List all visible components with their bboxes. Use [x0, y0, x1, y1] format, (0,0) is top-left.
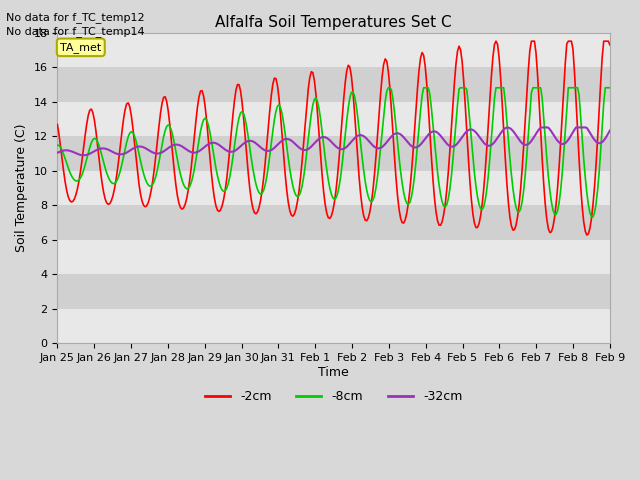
- -8cm: [237, 110, 244, 116]
- -32cm: [579, 124, 586, 130]
- -32cm: [248, 138, 255, 144]
- -2cm: [577, 183, 584, 189]
- Line: -32cm: -32cm: [58, 127, 610, 155]
- Title: Alfalfa Soil Temperatures Set C: Alfalfa Soil Temperatures Set C: [215, 15, 452, 30]
- Bar: [58, 33, 610, 67]
- -8cm: [577, 114, 584, 120]
- -32cm: [538, 124, 546, 130]
- -8cm: [54, 142, 61, 148]
- -2cm: [295, 188, 303, 194]
- X-axis label: Time: Time: [318, 366, 349, 379]
- -2cm: [121, 107, 129, 112]
- -8cm: [246, 145, 253, 151]
- -32cm: [297, 146, 305, 152]
- -32cm: [220, 145, 227, 151]
- -8cm: [589, 214, 596, 220]
- -2cm: [218, 203, 226, 209]
- -32cm: [123, 150, 131, 156]
- -8cm: [218, 187, 226, 193]
- Text: TA_met: TA_met: [60, 42, 101, 53]
- -2cm: [583, 232, 591, 238]
- -2cm: [492, 38, 500, 44]
- -32cm: [80, 152, 88, 158]
- Bar: [58, 205, 610, 240]
- Line: -2cm: -2cm: [58, 41, 610, 235]
- Legend: -2cm, -8cm, -32cm: -2cm, -8cm, -32cm: [200, 385, 467, 408]
- -2cm: [606, 42, 614, 48]
- -32cm: [606, 128, 614, 133]
- -8cm: [295, 193, 303, 199]
- Bar: [58, 136, 610, 170]
- Text: No data for f_TC_temp12: No data for f_TC_temp12: [6, 12, 145, 23]
- Bar: [58, 102, 610, 136]
- Text: No data for f_TC_temp14: No data for f_TC_temp14: [6, 26, 145, 37]
- Line: -8cm: -8cm: [58, 88, 610, 217]
- Y-axis label: Soil Temperature (C): Soil Temperature (C): [15, 123, 28, 252]
- Bar: [58, 274, 610, 309]
- -32cm: [54, 150, 61, 156]
- Bar: [58, 309, 610, 343]
- -2cm: [246, 185, 253, 191]
- -32cm: [238, 142, 246, 148]
- -2cm: [54, 121, 61, 127]
- -2cm: [237, 88, 244, 94]
- -8cm: [121, 146, 129, 152]
- Bar: [58, 240, 610, 274]
- -8cm: [385, 85, 392, 91]
- Bar: [58, 67, 610, 102]
- -8cm: [606, 85, 614, 91]
- Bar: [58, 170, 610, 205]
